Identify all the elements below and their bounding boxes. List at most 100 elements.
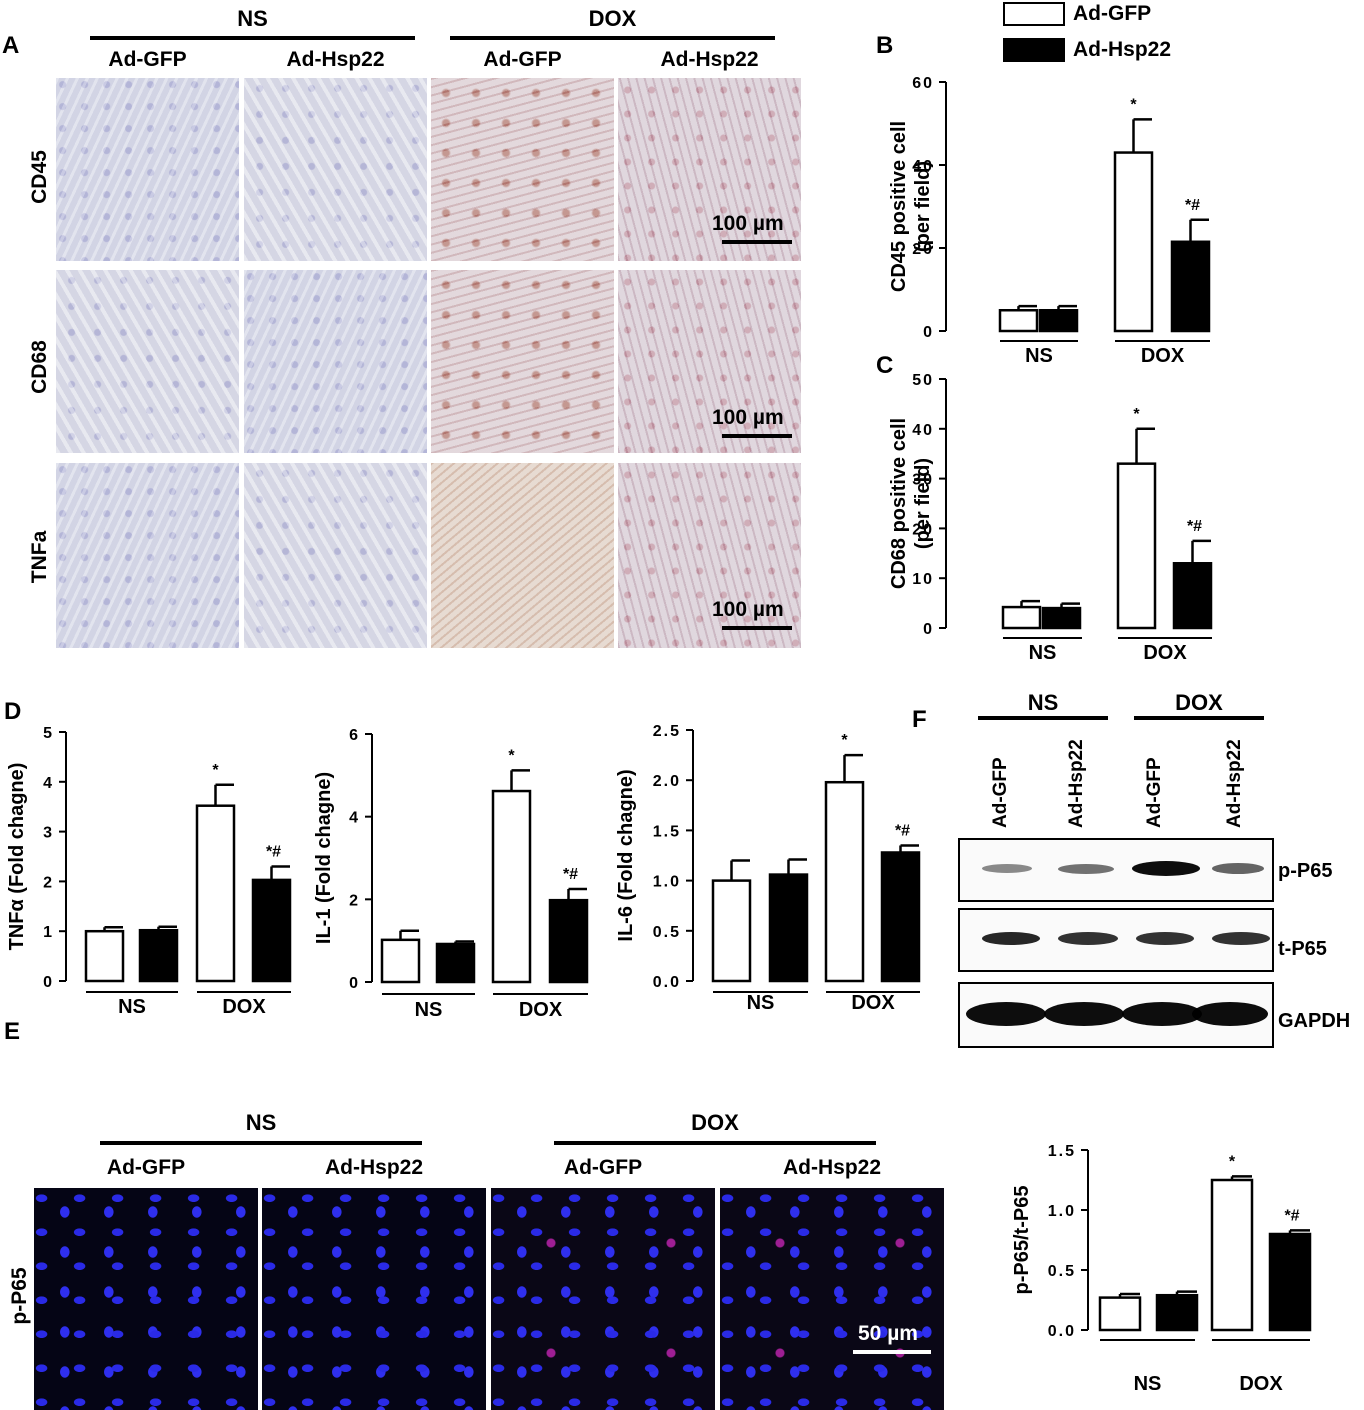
panel-e-col-dox-hsp: Ad-Hsp22 xyxy=(782,1156,882,1179)
chart-c-ytick-label: 10 xyxy=(912,571,934,588)
chart-d2-xtick-label: NS xyxy=(415,999,443,1021)
chart-d2-bar xyxy=(435,942,476,984)
chart-c-ytick-label: 50 xyxy=(912,372,934,389)
ihc-image-cd68-ns-hsp xyxy=(244,270,427,453)
scale-bar-cd45 xyxy=(722,240,792,244)
legend-label-open: Ad-GFP xyxy=(1073,2,1152,25)
chart-b-xtick-label: NS xyxy=(1025,345,1053,367)
chart-d1-ytick-label: 1 xyxy=(43,924,54,941)
if-scale-bar-label: 50 µm xyxy=(858,1322,918,1345)
chart-c-bar xyxy=(1001,605,1042,630)
chart-c-significance-label: *# xyxy=(1187,518,1202,535)
panel-f-label: F xyxy=(912,706,927,733)
if-image-ns-gfp xyxy=(34,1188,258,1410)
chart-c-significance-label: * xyxy=(1133,406,1140,423)
chart-d3-bar xyxy=(711,879,752,983)
chart-b-ylabel: CD45 positive cell xyxy=(888,121,910,292)
ihc-image-cd45-dox-gfp xyxy=(431,78,614,261)
scale-bar-label-cd45: 100 µm xyxy=(712,212,784,235)
ihc-image-tnfa-dox-hsp xyxy=(618,463,801,648)
panel-a-col-ns-gfp: Ad-GFP xyxy=(108,48,187,71)
chart-g-ylabel: p-P65/t-P65 xyxy=(1011,1186,1033,1295)
chart-d1-xtick-label: NS xyxy=(118,996,146,1018)
panel-a-col-dox-gfp: Ad-GFP xyxy=(483,48,562,71)
blot-label-gapdh: GAPDH xyxy=(1278,1010,1351,1032)
chart-g-significance-label: * xyxy=(1229,1153,1236,1170)
chart-c-ylabel-unit: (per field) xyxy=(912,458,934,549)
blot-band xyxy=(1132,861,1200,876)
chart-d2-significance-label: *# xyxy=(563,866,578,883)
chart-d2-bar xyxy=(380,938,421,984)
panel-e-ns-line xyxy=(100,1141,422,1145)
if-scale-bar xyxy=(853,1350,931,1354)
panel-a-col-ns-hsp: Ad-Hsp22 xyxy=(286,48,385,71)
chart-b-bar xyxy=(1113,151,1154,333)
legend-label-filled: Ad-Hsp22 xyxy=(1073,38,1172,61)
panel-f-ns-line xyxy=(978,716,1108,720)
chart-b-bar xyxy=(1170,240,1211,333)
chart-d3-bar xyxy=(824,780,865,983)
ihc-image-cd68-ns-gfp xyxy=(56,270,239,453)
legend-swatch-filled xyxy=(1003,38,1065,62)
chart-g-significance-label: *# xyxy=(1284,1207,1299,1224)
chart-c-bar xyxy=(1041,606,1082,630)
chart-d1-ytick-label: 0 xyxy=(43,974,54,991)
chart-g-ytick-label: 0.0 xyxy=(1048,1323,1076,1340)
chart-d3-xtick-label: DOX xyxy=(851,992,895,1014)
chart-g-ytick-label: 1.5 xyxy=(1048,1143,1076,1160)
panel-b-label: B xyxy=(876,32,894,59)
chart-d2-significance-label: * xyxy=(508,747,515,764)
chart-d2-ytick-label: 4 xyxy=(349,810,360,827)
blot-label-p-p65: p-P65 xyxy=(1278,860,1333,882)
panel-d-label: D xyxy=(4,698,22,725)
blot-lane-1: Ad-GFP xyxy=(990,757,1011,828)
chart-d2-bar xyxy=(548,898,589,984)
blot-label-t-p65: t-P65 xyxy=(1278,938,1327,960)
blot-lane-2: Ad-Hsp22 xyxy=(1066,739,1087,828)
chart-c-bar xyxy=(1116,462,1157,630)
blot-band xyxy=(1212,863,1264,874)
panel-e-dox-line xyxy=(554,1141,876,1145)
panel-a-dox-line xyxy=(450,36,775,40)
chart-c-ytick-label: 40 xyxy=(912,422,934,439)
if-image-ns-hsp xyxy=(262,1188,486,1410)
blot-band xyxy=(1122,1002,1202,1026)
chart-b-significance-label: *# xyxy=(1185,197,1200,214)
blot-p-p65 xyxy=(958,838,1274,902)
chart-d2-xtick-label: DOX xyxy=(519,999,563,1021)
chart-b-ytick-label: 0 xyxy=(923,324,934,341)
blot-band xyxy=(1058,932,1118,945)
chart-d1-ylabel: TNFα (Fold chagne) xyxy=(6,763,28,951)
ihc-image-cd45-dox-hsp xyxy=(618,78,801,261)
blot-band xyxy=(966,1002,1046,1026)
chart-b-ylabel-unit: (per field) xyxy=(912,161,934,252)
ihc-image-cd68-dox-gfp xyxy=(431,270,614,453)
chart-g-bar xyxy=(1098,1296,1142,1332)
chart-c-xtick-label: DOX xyxy=(1143,642,1187,664)
chart-d1-ytick-label: 2 xyxy=(43,874,54,891)
chart-b-ytick-label: 60 xyxy=(912,75,934,92)
panel-f-group-ns: NS xyxy=(1027,690,1059,715)
chart-d1-xtick-label: DOX xyxy=(222,996,266,1018)
chart-g-xtick-label: NS xyxy=(1134,1373,1162,1395)
chart-g-bar xyxy=(1210,1178,1254,1332)
chart-d3-ytick-label: 2.5 xyxy=(653,723,681,740)
chart-d3-bar xyxy=(880,851,921,983)
chart-c-ytick-label: 20 xyxy=(912,521,934,538)
chart-c-xtick-label: NS xyxy=(1029,642,1057,664)
chart-c-ytick-label: 30 xyxy=(912,472,934,489)
chart-d1-significance-label: * xyxy=(212,762,219,779)
scale-bar-label-tnfa: 100 µm xyxy=(712,598,784,621)
blot-band xyxy=(982,864,1032,873)
chart-d1-ytick-label: 5 xyxy=(43,725,54,742)
blot-gapdh xyxy=(958,982,1274,1048)
chart-d3-xtick-label: NS xyxy=(747,992,775,1014)
chart-c-bar xyxy=(1172,562,1213,630)
ihc-image-cd68-dox-hsp xyxy=(618,270,801,453)
scale-bar-cd68 xyxy=(722,434,792,438)
chart-g-ytick-label: 1.0 xyxy=(1048,1203,1076,1220)
chart-c-ytick-label: 0 xyxy=(923,621,934,638)
chart-d1-ytick-label: 3 xyxy=(43,825,54,842)
panel-e-label: E xyxy=(4,1018,21,1045)
